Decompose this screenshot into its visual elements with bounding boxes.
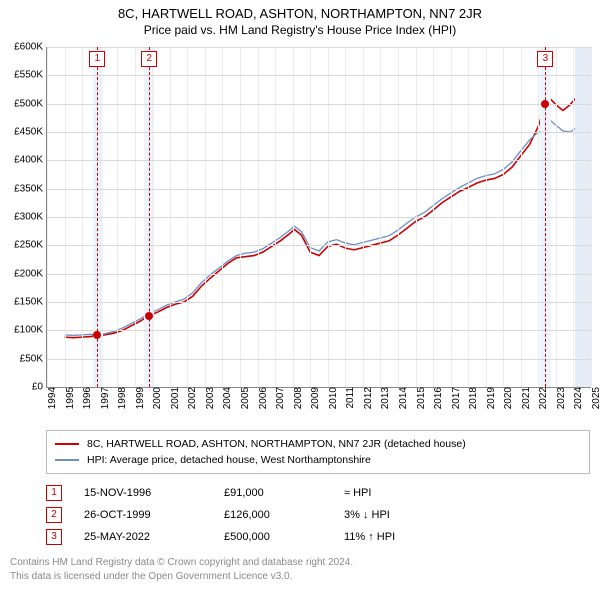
x-axis-label: 2017 <box>447 387 462 409</box>
y-axis-label: £400K <box>14 155 47 166</box>
marker-box: 2 <box>141 51 157 67</box>
chart-titles: 8C, HARTWELL ROAD, ASHTON, NORTHAMPTON, … <box>0 0 600 37</box>
x-axis-label: 2006 <box>254 387 269 409</box>
x-axis-label: 2002 <box>183 387 198 409</box>
x-axis-label: 2016 <box>429 387 444 409</box>
y-axis-label: £450K <box>14 127 47 138</box>
marker-box: 1 <box>89 51 105 67</box>
y-axis-label: £500K <box>14 98 47 109</box>
y-axis-label: £300K <box>14 212 47 223</box>
sale-dot <box>541 100 549 108</box>
x-axis-label: 2009 <box>306 387 321 409</box>
y-axis-label: £200K <box>14 268 47 279</box>
plot-area: 1994199519961997199819992000200120022003… <box>46 47 591 388</box>
footer: Contains HM Land Registry data © Crown c… <box>10 556 590 583</box>
x-axis-label: 1996 <box>78 387 93 409</box>
footer-line: Contains HM Land Registry data © Crown c… <box>10 556 590 570</box>
sales-diff: 11% ↑ HPI <box>344 531 484 543</box>
legend-item: HPI: Average price, detached house, West… <box>55 452 581 468</box>
sales-price: £126,000 <box>224 509 344 521</box>
sale-dot <box>93 331 101 339</box>
x-axis-label: 2010 <box>324 387 339 409</box>
sales-date: 26-OCT-1999 <box>84 509 224 521</box>
legend-label: HPI: Average price, detached house, West… <box>87 454 371 466</box>
y-axis-label: £150K <box>14 297 47 308</box>
x-axis-label: 2003 <box>201 387 216 409</box>
x-axis-label: 2013 <box>376 387 391 409</box>
x-axis-label: 2021 <box>517 387 532 409</box>
sales-table: 1 15-NOV-1996 £91,000 ≈ HPI 2 26-OCT-199… <box>46 482 590 548</box>
x-axis-label: 2004 <box>218 387 233 409</box>
sales-marker-box: 2 <box>46 507 62 523</box>
sales-marker-box: 3 <box>46 529 62 545</box>
legend-item: 8C, HARTWELL ROAD, ASHTON, NORTHAMPTON, … <box>55 436 581 452</box>
x-axis-label: 2007 <box>271 387 286 409</box>
x-axis-label: 2001 <box>166 387 181 409</box>
sales-row: 2 26-OCT-1999 £126,000 3% ↓ HPI <box>46 504 590 526</box>
x-axis-label: 2008 <box>289 387 304 409</box>
x-axis-label: 1995 <box>61 387 76 409</box>
x-axis-label: 1997 <box>96 387 111 409</box>
sales-row: 3 25-MAY-2022 £500,000 11% ↑ HPI <box>46 526 590 548</box>
x-axis-label: 2022 <box>534 387 549 409</box>
x-axis-label: 2005 <box>236 387 251 409</box>
x-axis-label: 2014 <box>394 387 409 409</box>
chart-title-address: 8C, HARTWELL ROAD, ASHTON, NORTHAMPTON, … <box>0 6 600 21</box>
y-axis-label: £350K <box>14 183 47 194</box>
sales-diff: 3% ↓ HPI <box>344 509 484 521</box>
marker-box: 3 <box>537 51 553 67</box>
x-axis-label: 1999 <box>131 387 146 409</box>
x-axis-label: 2023 <box>552 387 567 409</box>
legend-swatch <box>55 443 79 445</box>
x-axis-label: 2025 <box>587 387 600 409</box>
sales-date: 15-NOV-1996 <box>84 487 224 499</box>
y-axis-label: £550K <box>14 70 47 81</box>
sales-price: £500,000 <box>224 531 344 543</box>
sales-marker-box: 1 <box>46 485 62 501</box>
y-axis-label: £250K <box>14 240 47 251</box>
legend: 8C, HARTWELL ROAD, ASHTON, NORTHAMPTON, … <box>46 430 590 474</box>
y-axis-label: £100K <box>14 325 47 336</box>
sale-dot <box>145 312 153 320</box>
x-axis-label: 2000 <box>148 387 163 409</box>
x-axis-label: 2020 <box>499 387 514 409</box>
footer-line: This data is licensed under the Open Gov… <box>10 570 590 584</box>
y-axis-label: £0 <box>32 382 47 393</box>
y-axis-label: £50K <box>20 353 47 364</box>
sales-diff: ≈ HPI <box>344 487 484 499</box>
sales-row: 1 15-NOV-1996 £91,000 ≈ HPI <box>46 482 590 504</box>
x-axis-label: 2012 <box>359 387 374 409</box>
x-axis-label: 1998 <box>113 387 128 409</box>
legend-label: 8C, HARTWELL ROAD, ASHTON, NORTHAMPTON, … <box>87 438 466 450</box>
sales-date: 25-MAY-2022 <box>84 531 224 543</box>
x-axis-label: 2015 <box>412 387 427 409</box>
x-axis-label: 2018 <box>464 387 479 409</box>
x-axis-label: 2011 <box>341 387 356 409</box>
x-axis-label: 2019 <box>482 387 497 409</box>
y-axis-label: £600K <box>14 42 47 53</box>
chart-container: 8C, HARTWELL ROAD, ASHTON, NORTHAMPTON, … <box>0 0 600 583</box>
sales-price: £91,000 <box>224 487 344 499</box>
chart-title-sub: Price paid vs. HM Land Registry's House … <box>0 23 600 37</box>
x-axis-label: 2024 <box>569 387 584 409</box>
legend-swatch <box>55 459 79 461</box>
